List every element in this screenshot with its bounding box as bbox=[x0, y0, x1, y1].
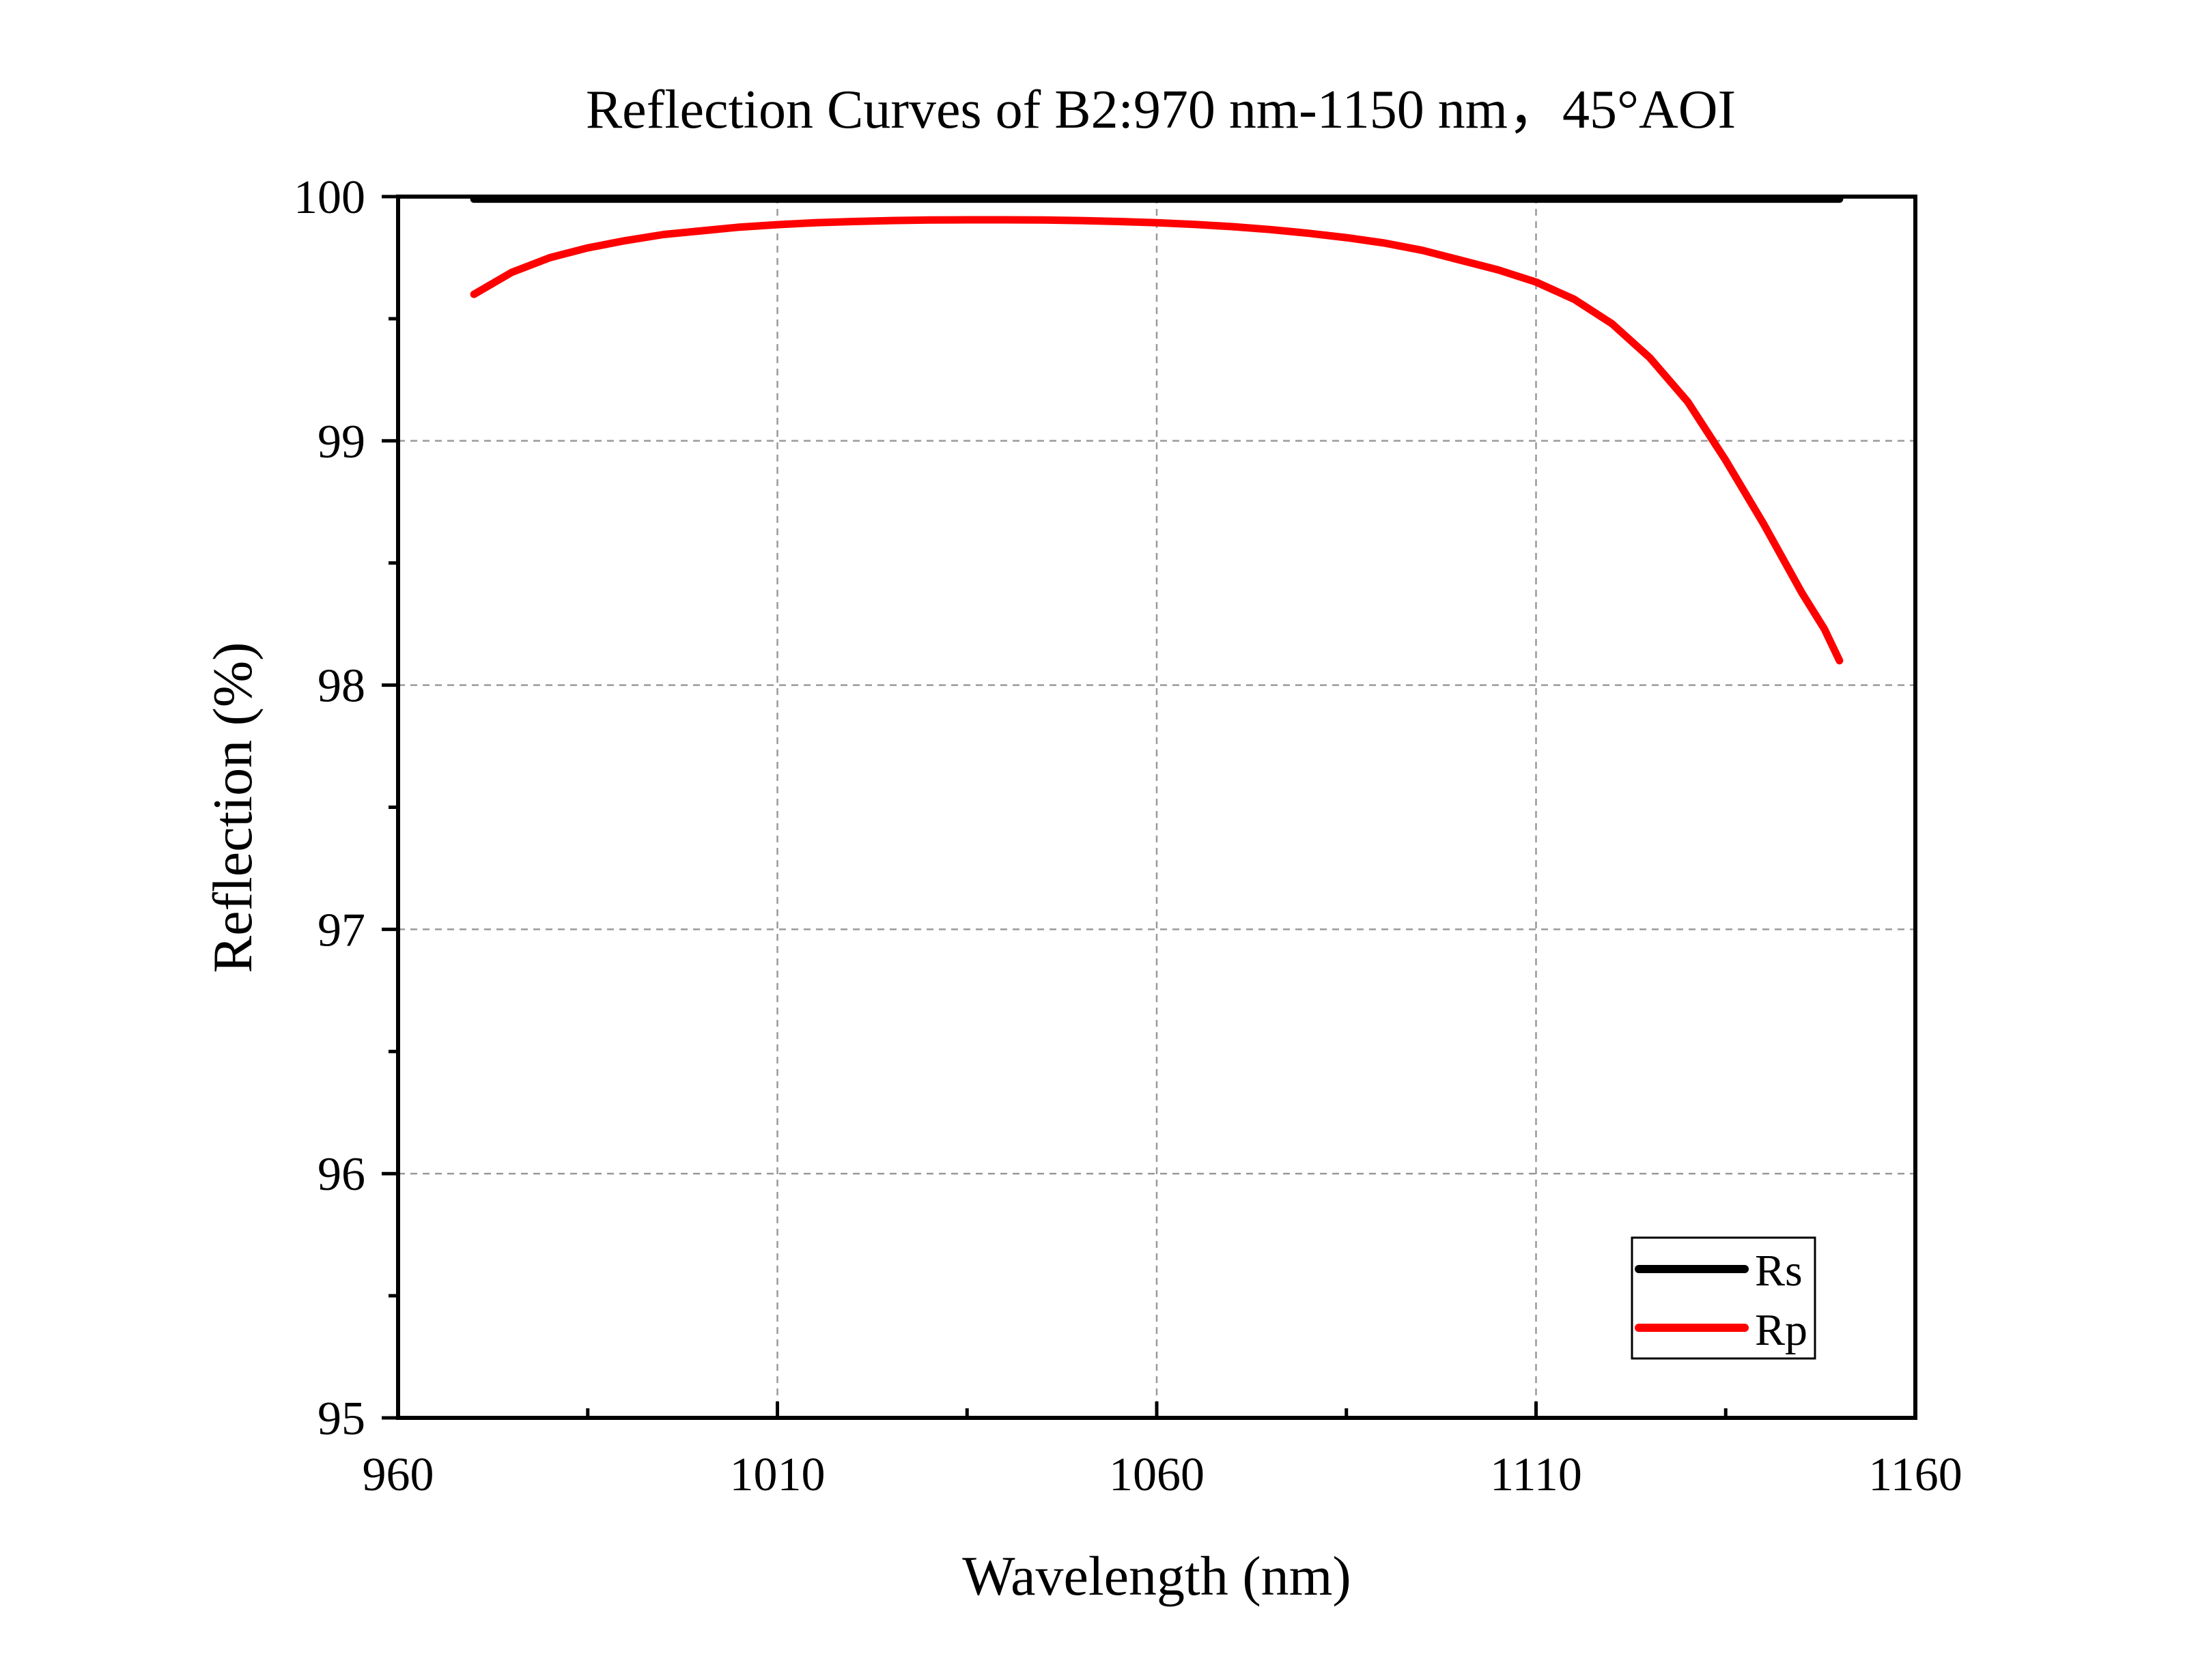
x-tick-label: 1010 bbox=[730, 1449, 826, 1501]
x-axis: 960 1010 1060 1110 1160 bbox=[363, 1401, 1962, 1501]
legend-label-rs: Rs bbox=[1755, 1246, 1803, 1296]
data-series bbox=[470, 195, 1844, 665]
y-tick-label: 99 bbox=[318, 416, 365, 468]
y-axis: 95 96 97 98 99 100 bbox=[294, 171, 398, 1445]
x-tick-label: 1110 bbox=[1490, 1449, 1582, 1501]
x-tick-label: 1160 bbox=[1868, 1449, 1962, 1501]
y-tick-label: 100 bbox=[294, 171, 365, 224]
x-axis-label: Wavelength (nm) bbox=[962, 1545, 1351, 1607]
legend-label-rp: Rp bbox=[1755, 1305, 1807, 1355]
y-tick-label: 95 bbox=[318, 1393, 365, 1445]
series-line-rp bbox=[470, 216, 1844, 665]
chart-title: Reflection Curves of B2:970 nm-1150 nm，4… bbox=[586, 80, 1736, 140]
x-tick-label: 1060 bbox=[1109, 1449, 1205, 1501]
y-tick-label: 97 bbox=[318, 904, 365, 956]
grid-lines bbox=[398, 197, 1915, 1418]
y-tick-label: 96 bbox=[318, 1148, 365, 1201]
legend: Rs Rp bbox=[1631, 1236, 1816, 1360]
x-tick-label: 960 bbox=[363, 1449, 434, 1501]
y-tick-label: 98 bbox=[318, 660, 365, 713]
legend-box bbox=[1631, 1236, 1816, 1360]
y-axis-label: Reflection (%) bbox=[201, 642, 264, 973]
